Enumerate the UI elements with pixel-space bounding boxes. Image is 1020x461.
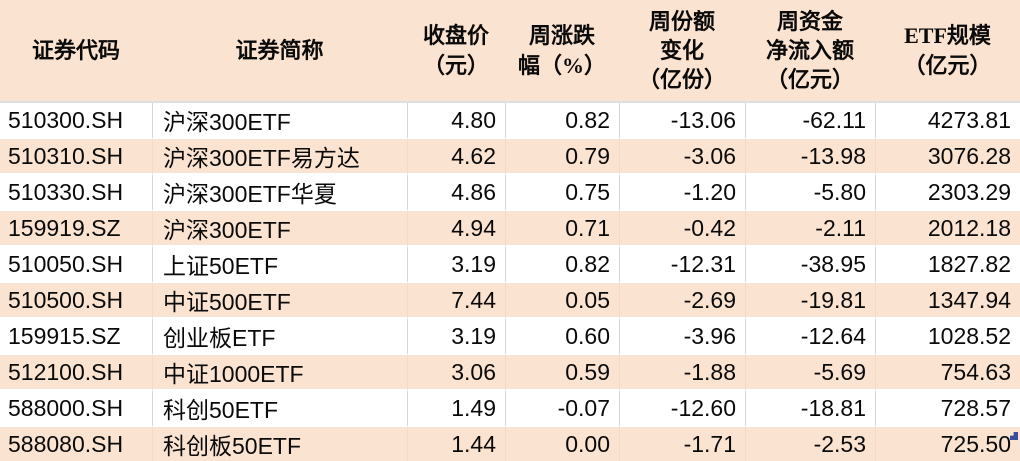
table-cell: -0.42: [619, 211, 745, 247]
table-cell: 4.94: [407, 211, 505, 247]
table-cell: 1827.82: [875, 247, 1020, 283]
table-cell: 中证1000ETF: [152, 355, 407, 391]
table-cell: 0.82: [505, 247, 619, 283]
table-row: 588000.SH 科创50ETF 1.49 -0.07 -12.60 -18.81 728…: [0, 391, 1020, 427]
table-cell: 0.75: [505, 175, 619, 211]
table-cell: -38.95: [745, 247, 875, 283]
table-cell: -2.11: [745, 211, 875, 247]
table-cell: 3.19: [407, 319, 505, 355]
table-cell: -3.96: [619, 319, 745, 355]
column-header-6: ETF规模 （亿元）: [875, 0, 1020, 103]
table-cell: 4273.81: [875, 103, 1020, 139]
column-header-3: 周涨跌 幅（%）: [505, 0, 619, 103]
table-cell: 159915.SZ: [0, 319, 152, 355]
table-row: 159919.SZ 沪深300ETF 4.94 0.71 -0.42 -2.11 2012.…: [0, 211, 1020, 247]
table-cell: 1347.94: [875, 283, 1020, 319]
table-cell: -1.88: [619, 355, 745, 391]
table-cell: 0.00: [505, 427, 619, 461]
table-cell: -0.07: [505, 391, 619, 427]
table-cell: 0.82: [505, 103, 619, 139]
table-cell: -5.80: [745, 175, 875, 211]
table-row: 512100.SH 中证1000ETF 3.06 0.59 -1.88 -5.69 754.…: [0, 355, 1020, 391]
column-header-1: 证券简称: [152, 0, 407, 103]
header-row: 证券代码 证券简称 收盘价 （元） 周涨跌 幅（%） 周份额 变化 （亿份） 周资金 净流…: [0, 0, 1020, 103]
table-cell: -19.81: [745, 283, 875, 319]
column-header-2: 收盘价 （元）: [407, 0, 505, 103]
table-cell: 科创50ETF: [152, 391, 407, 427]
table-cell: -12.60: [619, 391, 745, 427]
table-cell: 沪深300ETF: [152, 211, 407, 247]
table-cell: 上证50ETF: [152, 247, 407, 283]
table-cell: -3.06: [619, 139, 745, 175]
table-cell: 725.50: [875, 427, 1020, 461]
table-cell: -62.11: [745, 103, 875, 139]
table-cell: -12.64: [745, 319, 875, 355]
table-cell: -1.71: [619, 427, 745, 461]
table-row: 510310.SH 沪深300ETF易方达 4.62 0.79 -3.06 -13.98 3…: [0, 139, 1020, 175]
table-cell: -13.06: [619, 103, 745, 139]
table-cell: -5.69: [745, 355, 875, 391]
table-cell: -2.53: [745, 427, 875, 461]
table-cell: 510050.SH: [0, 247, 152, 283]
table-cell: 588080.SH: [0, 427, 152, 461]
table-cell: 沪深300ETF: [152, 103, 407, 139]
table-cell: 0.59: [505, 355, 619, 391]
table-cell: 4.80: [407, 103, 505, 139]
table-cell: 沪深300ETF华夏: [152, 175, 407, 211]
table-cell: 0.05: [505, 283, 619, 319]
table-cell: 510310.SH: [0, 139, 152, 175]
table-cell: 510330.SH: [0, 175, 152, 211]
table-cell: 创业板ETF: [152, 319, 407, 355]
table-row: 510050.SH 上证50ETF 3.19 0.82 -12.31 -38.95 1827…: [0, 247, 1020, 283]
table-cell: 4.86: [407, 175, 505, 211]
table-cell: 510300.SH: [0, 103, 152, 139]
table-cell: 科创板50ETF: [152, 427, 407, 461]
table-cell: 2303.29: [875, 175, 1020, 211]
table-cell: 1.49: [407, 391, 505, 427]
table-cell: -13.98: [745, 139, 875, 175]
column-header-5: 周资金 净流入额 （亿元）: [745, 0, 875, 103]
table-cell: 512100.SH: [0, 355, 152, 391]
table-header: 证券代码 证券简称 收盘价 （元） 周涨跌 幅（%） 周份额 变化 （亿份） 周资金 净流…: [0, 0, 1020, 103]
table-cell: -2.69: [619, 283, 745, 319]
table-cell: 2012.18: [875, 211, 1020, 247]
table-cell: 3.19: [407, 247, 505, 283]
table-cell: 588000.SH: [0, 391, 152, 427]
table-body: 510300.SH 沪深300ETF 4.80 0.82 -13.06 -62.11 427…: [0, 103, 1020, 461]
table-cell: 中证500ETF: [152, 283, 407, 319]
table-cell: 510500.SH: [0, 283, 152, 319]
table-cell: -12.31: [619, 247, 745, 283]
table-cell: 7.44: [407, 283, 505, 319]
table-row: 159915.SZ 创业板ETF 3.19 0.60 -3.96 -12.64 1028.5…: [0, 319, 1020, 355]
table-cell: 4.62: [407, 139, 505, 175]
table-cell: 0.71: [505, 211, 619, 247]
table-cell: 0.60: [505, 319, 619, 355]
table-row: 510500.SH 中证500ETF 7.44 0.05 -2.69 -19.81 1347…: [0, 283, 1020, 319]
table-cell: 1.44: [407, 427, 505, 461]
table-cell: 沪深300ETF易方达: [152, 139, 407, 175]
column-header-0: 证券代码: [0, 0, 152, 103]
table-cell: 3076.28: [875, 139, 1020, 175]
table-cell: 728.57: [875, 391, 1020, 427]
table-cell: -18.81: [745, 391, 875, 427]
table-cell: 159919.SZ: [0, 211, 152, 247]
table-cell: 3.06: [407, 355, 505, 391]
table-cell: -1.20: [619, 175, 745, 211]
column-header-4: 周份额 变化 （亿份）: [619, 0, 745, 103]
table-row: 510330.SH 沪深300ETF华夏 4.86 0.75 -1.20 -5.80 230…: [0, 175, 1020, 211]
table-cell: 1028.52: [875, 319, 1020, 355]
table-row: 588080.SH 科创板50ETF 1.44 0.00 -1.71 -2.53 725.5…: [0, 427, 1020, 461]
table-cell: 754.63: [875, 355, 1020, 391]
selection-fill-handle[interactable]: [1010, 432, 1018, 440]
table-row: 510300.SH 沪深300ETF 4.80 0.82 -13.06 -62.11 427…: [0, 103, 1020, 139]
table-cell: 0.79: [505, 139, 619, 175]
